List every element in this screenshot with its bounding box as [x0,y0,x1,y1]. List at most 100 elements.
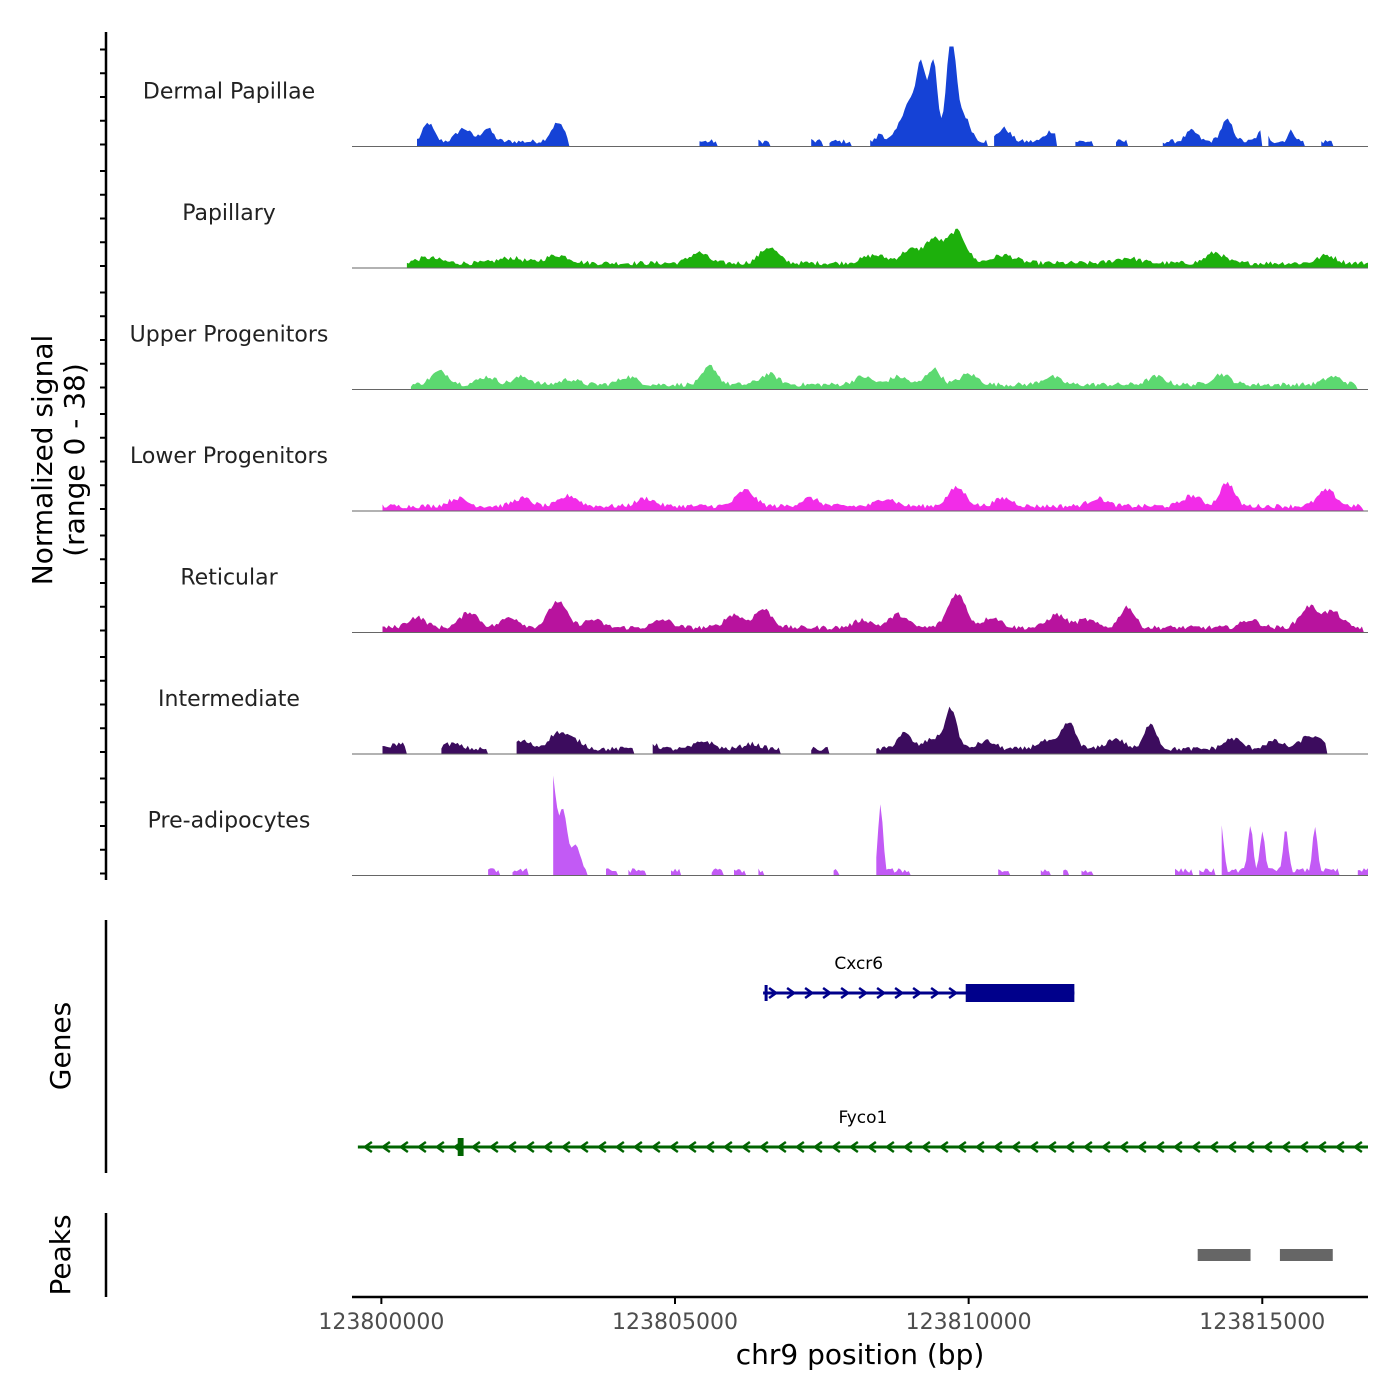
x-tick-label: 123805000 [612,1310,738,1335]
strand-chevron [398,1140,409,1154]
strand-chevron [1136,1140,1147,1154]
strand-chevron [1100,1140,1111,1154]
strand-chevron [776,1140,787,1154]
track-papillary: Papillary [182,201,1368,269]
strand-chevron [632,1140,643,1154]
track-label: Upper Progenitors [130,323,329,348]
strand-chevron [1190,1140,1201,1154]
peak-region [1279,1249,1333,1261]
x-tick-label: 123815000 [1199,1310,1325,1335]
gene-label: Cxcr6 [834,954,883,974]
strand-chevron [830,1140,841,1154]
x-axis-title: chr9 position (bp) [736,1338,985,1371]
strand-chevron [1064,1140,1075,1154]
strand-chevron [434,1140,445,1154]
strand-chevron [992,1140,1003,1154]
strand-chevron [1352,1140,1363,1154]
y-axis-label-range: (range 0 - 38) [58,363,91,557]
gene-label: Fyco1 [839,1108,888,1128]
signal-area [382,481,1364,511]
strand-chevron [542,1140,553,1154]
strand-chevron [1082,1140,1093,1154]
strand-chevron [894,986,905,1000]
strand-chevron [930,986,941,1000]
strand-chevron [876,986,887,1000]
gene-track: Cxcr6 Fyco1 [104,920,1368,1173]
signal-area [382,593,1364,633]
signal-area [406,228,1368,268]
strand-chevron [912,986,923,1000]
strand-chevron [668,1140,679,1154]
strand-chevron [840,986,851,1000]
strand-chevron [1316,1140,1327,1154]
strand-chevron [1280,1140,1291,1154]
strand-chevron [578,1140,589,1154]
track-label: Papillary [182,201,276,226]
strand-chevron [1028,1140,1039,1154]
peak-track [104,1213,1333,1297]
track-reticular: Reticular [180,566,1368,633]
gene-exon [457,1138,464,1156]
strand-chevron [362,1140,373,1154]
track-label: Intermediate [158,687,300,712]
strand-chevron [1334,1140,1345,1154]
strand-chevron [470,1140,481,1154]
strand-chevron [804,986,815,1000]
strand-chevron [956,1140,967,1154]
strand-chevron [596,1140,607,1154]
strand-chevron [848,1140,859,1154]
x-tick-label: 123800000 [318,1310,444,1335]
track-label: Lower Progenitors [130,444,328,469]
strand-chevron [768,986,779,1000]
strand-chevron [704,1140,715,1154]
strand-chevron [416,1140,427,1154]
strand-chevron [722,1140,733,1154]
strand-chevron [1226,1140,1237,1154]
x-axis: 123800000 123805000 123810000 123815000 [100,32,1368,1335]
strand-chevron [380,1140,391,1154]
signal-tracks: Dermal Papillae Papillary Upper Progenitor… [130,46,1369,876]
peak-region [1197,1249,1251,1261]
track-label: Reticular [180,566,278,591]
strand-chevron [1244,1140,1255,1154]
strand-chevron [614,1140,625,1154]
strand-chevron [866,1140,877,1154]
gene-fyco1: Fyco1 [357,1108,1368,1156]
strand-chevron [786,986,797,1000]
track-upper-progenitors: Upper Progenitors [130,323,1368,390]
strand-chevron [524,1140,535,1154]
y-axis-label-line2: (range 0 - 38) [58,363,91,557]
strand-chevron [506,1140,517,1154]
track-pre-adipocytes: Pre-adipocytes [148,775,1369,876]
strand-chevron [902,1140,913,1154]
signal-area [417,46,1334,147]
strand-chevron [1208,1140,1219,1154]
strand-chevron [686,1140,697,1154]
strand-chevron [1298,1140,1309,1154]
track-lower-progenitors: Lower Progenitors [130,444,1368,512]
strand-chevron [920,1140,931,1154]
strand-chevron [1172,1140,1183,1154]
strand-chevron [948,986,959,1000]
y-axis-label-line1: Normalized signal [26,335,59,586]
gene-exon [965,984,1075,1002]
strand-chevron [822,986,833,1000]
track-label: Dermal Papillae [143,80,315,105]
track-dermal-papillae: Dermal Papillae [143,46,1368,147]
signal-area [382,706,1328,754]
strand-chevron [1262,1140,1273,1154]
strand-chevron [488,1140,499,1154]
x-tick-label: 123810000 [906,1310,1032,1335]
genes-axis-label: Genes [44,1002,77,1090]
gene-cxcr6: Cxcr6 [763,954,1075,1002]
strand-chevron [812,1140,823,1154]
strand-chevron [1154,1140,1165,1154]
signal-area [488,775,1369,876]
strand-chevron [560,1140,571,1154]
track-intermediate: Intermediate [158,687,1368,755]
peaks-axis-label: Peaks [44,1214,77,1295]
strand-chevron [938,1140,949,1154]
strand-chevron [650,1140,661,1154]
strand-chevron [858,986,869,1000]
